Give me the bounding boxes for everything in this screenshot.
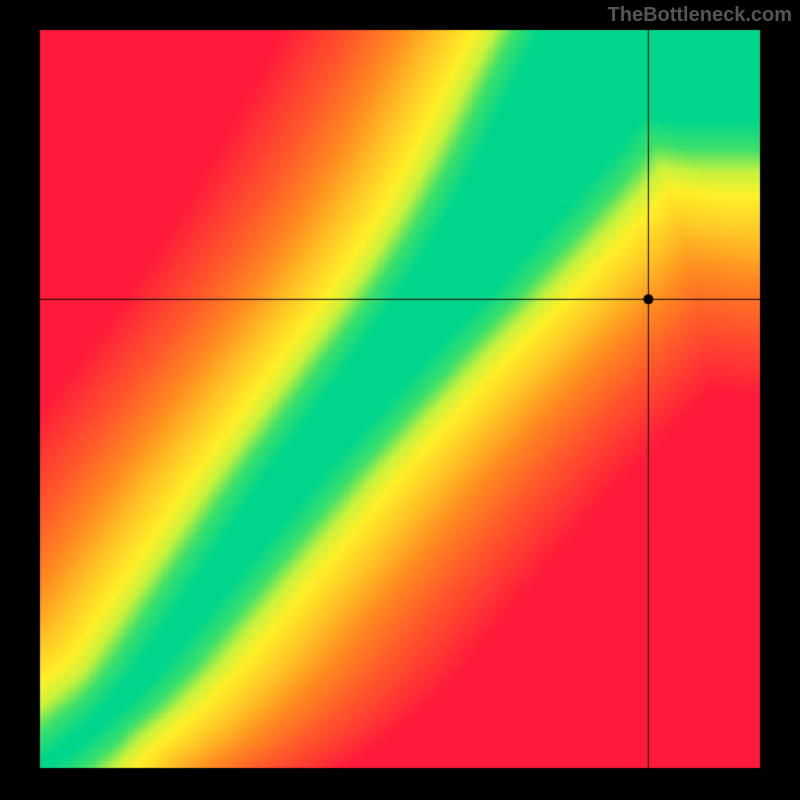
chart-container: TheBottleneck.com: [0, 0, 800, 800]
watermark-text: TheBottleneck.com: [608, 4, 792, 27]
bottleneck-heatmap: [0, 0, 800, 800]
